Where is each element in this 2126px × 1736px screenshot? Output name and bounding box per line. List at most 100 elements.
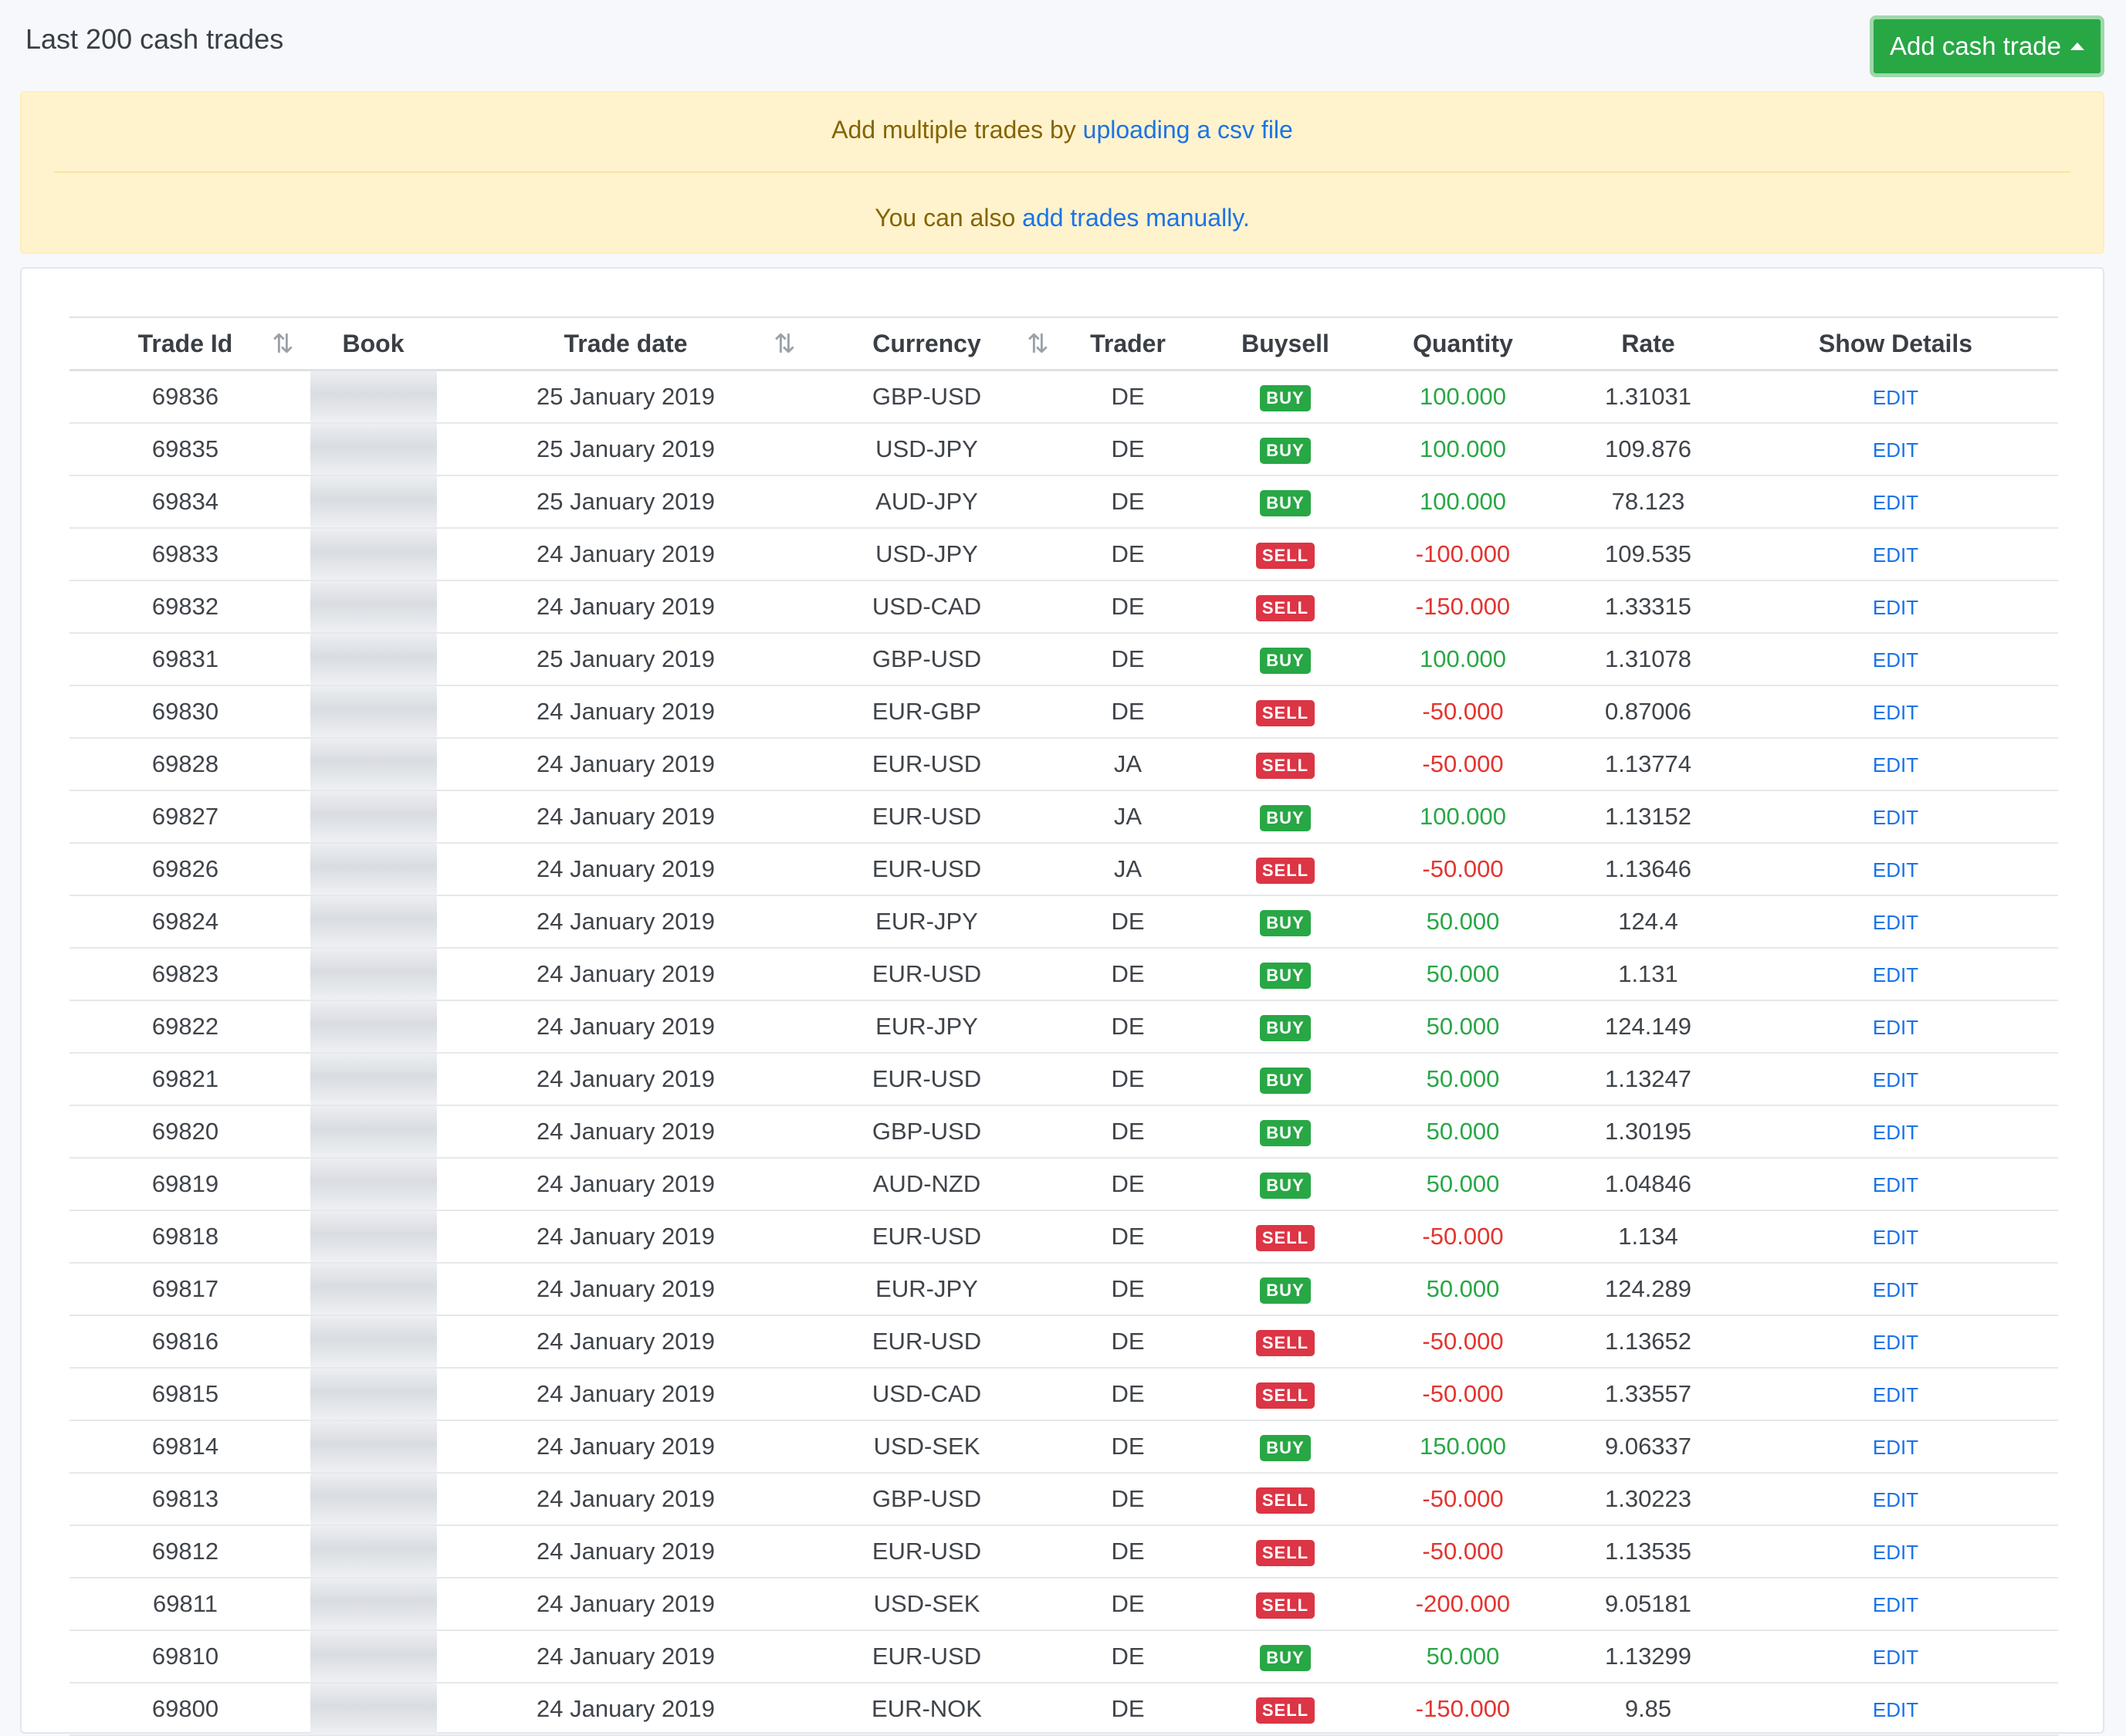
edit-link[interactable]: EDIT <box>1872 1016 1919 1039</box>
edit-link[interactable]: EDIT <box>1872 438 1919 462</box>
trader-code: DE <box>1048 1000 1208 1054</box>
buysell-cell: BUY <box>1208 790 1363 844</box>
redacted-book <box>310 1369 437 1420</box>
add-cash-trade-button[interactable]: Add cash trade <box>1870 15 2104 77</box>
redacted-book <box>310 791 437 842</box>
trader-code: DE <box>1048 475 1208 529</box>
details-cell: EDIT <box>1733 1525 2058 1579</box>
col-currency[interactable]: Currency ⇅ <box>806 316 1049 371</box>
buysell-cell: BUY <box>1208 1158 1363 1211</box>
book-cell <box>301 633 445 686</box>
details-cell: EDIT <box>1733 1473 2058 1526</box>
book-cell <box>301 370 445 424</box>
book-cell <box>301 528 445 581</box>
edit-link[interactable]: EDIT <box>1872 911 1919 934</box>
edit-link[interactable]: EDIT <box>1872 963 1919 986</box>
redacted-book <box>310 1631 437 1682</box>
rate: 1.30223 <box>1563 1473 1733 1526</box>
sell-badge: SELL <box>1255 543 1315 569</box>
sort-icon[interactable]: ⇅ <box>774 330 796 359</box>
edit-link[interactable]: EDIT <box>1872 806 1919 829</box>
edit-link[interactable]: EDIT <box>1872 701 1919 724</box>
redacted-book <box>310 1579 437 1629</box>
edit-link[interactable]: EDIT <box>1872 1226 1919 1249</box>
edit-link[interactable]: EDIT <box>1872 858 1919 882</box>
table-row: 69836 25 January 2019 GBP-USD DE BUY 100.000 1… <box>69 370 2058 424</box>
col-trade-id-label: Trade Id <box>137 329 233 357</box>
sell-badge: SELL <box>1255 1382 1315 1409</box>
buy-badge: BUY <box>1260 1173 1311 1199</box>
buy-badge: BUY <box>1260 963 1311 989</box>
trade-date: 24 January 2019 <box>445 1158 806 1211</box>
edit-link[interactable]: EDIT <box>1872 1121 1919 1144</box>
add-manually-link[interactable]: add trades manually. <box>1022 204 1250 232</box>
trader-code: DE <box>1048 1105 1208 1159</box>
rate: 1.13299 <box>1563 1630 1733 1684</box>
currency-pair: EUR-USD <box>806 1210 1048 1264</box>
edit-link[interactable]: EDIT <box>1872 491 1919 514</box>
col-trader-label: Trader <box>1090 329 1166 357</box>
buysell-cell: BUY <box>1208 948 1363 1001</box>
edit-link[interactable]: EDIT <box>1872 543 1919 567</box>
edit-link[interactable]: EDIT <box>1872 1646 1919 1669</box>
edit-link[interactable]: EDIT <box>1872 1173 1919 1196</box>
buysell-cell: BUY <box>1208 1000 1363 1054</box>
edit-link[interactable]: EDIT <box>1872 1488 1919 1511</box>
upload-notice-line2: You can also add trades manually. <box>22 204 2103 232</box>
currency-pair: USD-CAD <box>806 580 1048 634</box>
table-row: 69822 24 January 2019 EUR-JPY DE BUY 50.000 12… <box>69 1000 2058 1054</box>
buysell-cell: BUY <box>1208 1420 1363 1474</box>
edit-link[interactable]: EDIT <box>1872 1383 1919 1406</box>
quantity: -100.000 <box>1363 528 1563 581</box>
upload-csv-link[interactable]: uploading a csv file <box>1082 116 1293 144</box>
rate: 109.535 <box>1563 528 1733 581</box>
trade-date: 24 January 2019 <box>445 1473 806 1526</box>
buysell-cell: BUY <box>1208 1263 1363 1316</box>
details-cell: EDIT <box>1733 528 2058 581</box>
edit-link[interactable]: EDIT <box>1872 1698 1919 1721</box>
edit-link[interactable]: EDIT <box>1872 1068 1919 1091</box>
trader-code: DE <box>1048 1315 1208 1369</box>
col-trade-id[interactable]: Trade Id ⇅ <box>69 316 301 371</box>
edit-link[interactable]: EDIT <box>1872 753 1919 777</box>
col-quantity-label: Quantity <box>1413 329 1513 357</box>
edit-link[interactable]: EDIT <box>1872 1436 1919 1459</box>
rate: 9.05181 <box>1563 1578 1733 1631</box>
details-cell: EDIT <box>1733 370 2058 424</box>
currency-pair: GBP-USD <box>806 1105 1048 1159</box>
details-cell: EDIT <box>1733 1315 2058 1369</box>
col-trade-date[interactable]: Trade date ⇅ <box>445 316 806 371</box>
quantity: 50.000 <box>1363 948 1563 1001</box>
trade-date: 24 January 2019 <box>445 1210 806 1264</box>
edit-link[interactable]: EDIT <box>1872 1331 1919 1354</box>
sort-icon[interactable]: ⇅ <box>1027 330 1049 359</box>
buysell-cell: BUY <box>1208 423 1363 476</box>
table-row: 69820 24 January 2019 GBP-USD DE BUY 50.000 1.… <box>69 1105 2058 1159</box>
edit-link[interactable]: EDIT <box>1872 596 1919 619</box>
sort-icon[interactable]: ⇅ <box>272 330 294 359</box>
details-cell: EDIT <box>1733 738 2058 791</box>
edit-link[interactable]: EDIT <box>1872 648 1919 672</box>
redacted-book <box>310 1474 437 1524</box>
book-cell <box>301 1105 445 1159</box>
trade-date: 24 January 2019 <box>445 790 806 844</box>
redacted-book <box>310 1211 437 1262</box>
table-row: 69800 24 January 2019 EUR-NOK DE SELL -150.00… <box>69 1683 2058 1736</box>
quantity: -50.000 <box>1363 738 1563 791</box>
table-row: 69818 24 January 2019 EUR-USD DE SELL -50.000… <box>69 1210 2058 1264</box>
table-row: 69810 24 January 2019 EUR-USD DE BUY 50.000 1.… <box>69 1630 2058 1684</box>
sell-badge: SELL <box>1255 858 1315 884</box>
trade-date: 24 January 2019 <box>445 1263 806 1316</box>
edit-link[interactable]: EDIT <box>1872 386 1919 409</box>
edit-link[interactable]: EDIT <box>1872 1593 1919 1616</box>
rate: 1.13774 <box>1563 738 1733 791</box>
currency-pair: EUR-USD <box>806 790 1048 844</box>
edit-link[interactable]: EDIT <box>1872 1278 1919 1301</box>
table-row: 69811 24 January 2019 USD-SEK DE SELL -200.00… <box>69 1578 2058 1631</box>
table-row: 69819 24 January 2019 AUD-NZD DE BUY 50.000 1.… <box>69 1158 2058 1211</box>
buy-badge: BUY <box>1260 1277 1311 1304</box>
trader-code: DE <box>1048 1525 1208 1579</box>
currency-pair: USD-JPY <box>806 528 1048 581</box>
edit-link[interactable]: EDIT <box>1872 1541 1919 1564</box>
currency-pair: GBP-USD <box>806 370 1048 424</box>
